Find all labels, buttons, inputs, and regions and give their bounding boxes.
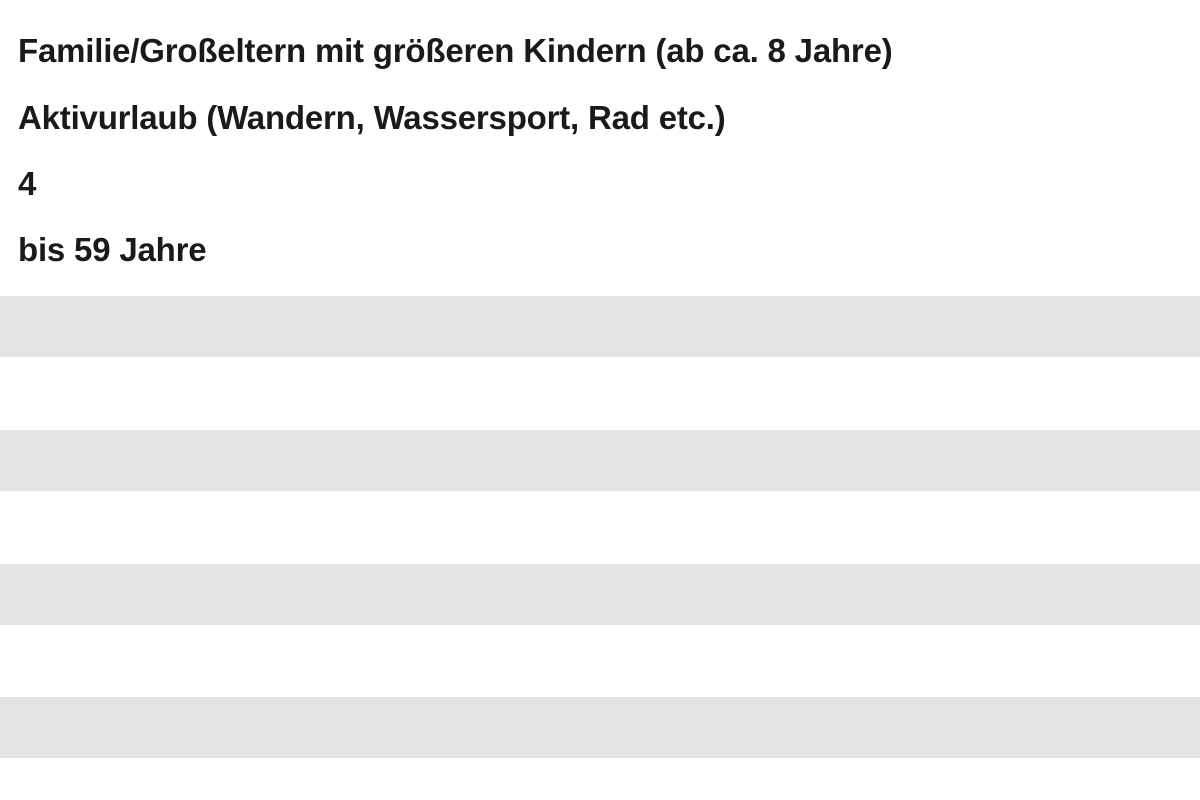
answer-travel-group: Familie/Großeltern mit größeren Kindern … xyxy=(18,32,893,69)
empty-row-stripe xyxy=(0,697,1200,758)
answer-age-range: bis 59 Jahre xyxy=(18,231,207,268)
empty-row-stripe xyxy=(0,430,1200,491)
answer-travel-type: Aktivurlaub (Wandern, Wassersport, Rad e… xyxy=(18,99,726,136)
answer-person-count: 4 xyxy=(18,165,37,202)
empty-row-stripe xyxy=(0,564,1200,625)
empty-row-stripe xyxy=(0,296,1200,357)
